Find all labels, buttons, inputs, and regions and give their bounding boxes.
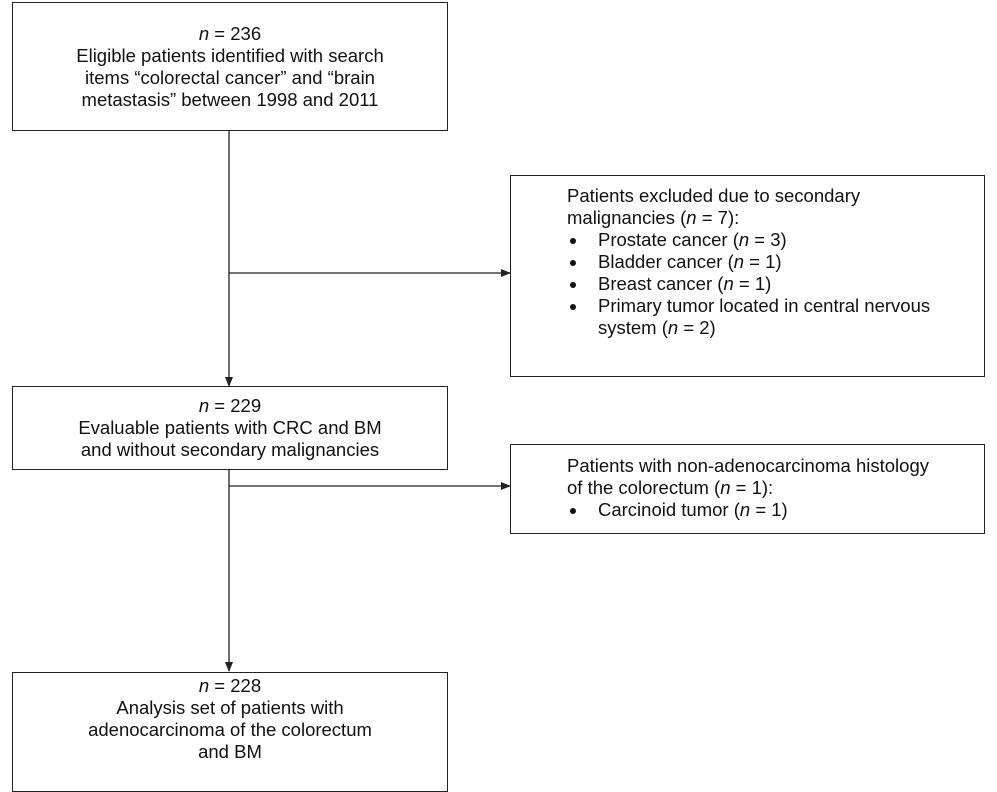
text-run: Carcinoid tumor ( [598, 499, 740, 520]
bullet-item: Breast cancer (n = 1) [567, 273, 973, 295]
bullet-item: Carcinoid tumor (n = 1) [567, 499, 973, 521]
box-text-line: Eligible patients identified with search [13, 45, 447, 67]
text-run: n [739, 499, 751, 520]
text-run: n [733, 251, 745, 272]
text-run: = 1) [744, 251, 782, 272]
text-run: = 7): [696, 207, 740, 228]
text-run: n [686, 207, 697, 228]
text-run: Analysis set of patients with [116, 697, 344, 718]
text-run: Eligible patients identified with search [76, 44, 384, 66]
box-text-line: Analysis set of patients with [13, 697, 447, 719]
heading-line: malignancies (n = 7): [567, 207, 976, 229]
box-text-line: items “colorectal cancer” and “brain [13, 67, 447, 89]
text-run: Evaluable patients with CRC and BM [78, 417, 382, 438]
text-run: malignancies ( [567, 207, 687, 228]
bullet-item: Prostate cancer (n = 3) [567, 229, 973, 251]
text-run: Patients excluded due to secondary [567, 185, 861, 206]
box-text-line: and without secondary malignancies [13, 439, 447, 461]
heading-line: Patients excluded due to secondary [567, 185, 976, 207]
box-text-line: Evaluable patients with CRC and BM [13, 417, 447, 439]
text-run: = 1): [730, 477, 774, 498]
bullet [570, 238, 576, 244]
text-run: = 2) [678, 317, 716, 338]
text-run: metastasis” between 1998 and 2011 [81, 88, 379, 110]
exclusion-box: Patients excluded due to secondary malign… [510, 175, 985, 377]
box-text-line: n = 228 [13, 675, 447, 697]
text-run: n [198, 395, 210, 416]
text-run: n [720, 477, 731, 498]
box-text-line: adenocarcinoma of the colorectum [13, 719, 447, 741]
process-box: n = 228 Analysis set of patients with aden… [12, 672, 448, 792]
bullet [570, 282, 576, 288]
text-run: n [738, 229, 750, 250]
text-run: of the colorectum ( [567, 477, 721, 498]
box-text-line: metastasis” between 1998 and 2011 [13, 89, 447, 111]
box-text-line: n = 229 [13, 395, 447, 417]
heading-line: of the colorectum (n = 1): [567, 477, 976, 499]
text-run: Breast cancer ( [598, 273, 724, 294]
bullet [570, 260, 576, 266]
heading-line: Patients with non-adenocarcinoma histolo… [567, 455, 976, 477]
text-run: and without secondary malignancies [80, 439, 380, 460]
text-run: Bladder cancer ( [598, 251, 734, 272]
text-run: Primary tumor located in central nervous… [598, 295, 931, 338]
text-run: Prostate cancer ( [598, 229, 739, 250]
text-run: = 1) [733, 273, 772, 294]
text-run: n [198, 22, 210, 44]
text-run: = 3) [749, 229, 787, 250]
text-run: = 1) [750, 499, 788, 520]
bullet [570, 304, 576, 310]
box-text-line: n = 236 [13, 23, 447, 45]
text-run: n [198, 675, 210, 696]
text-run: and BM [198, 741, 262, 762]
text-run: Patients with non-adenocarcinoma histolo… [567, 455, 929, 476]
exclusion-box: Patients with non-adenocarcinoma histolo… [510, 444, 985, 534]
text-run: adenocarcinoma of the colorectum [88, 719, 372, 740]
text-run: items “colorectal cancer” and “brain [85, 66, 375, 88]
text-run: n [667, 317, 679, 338]
process-box: n = 229 Evaluable patients with CRC and B… [12, 386, 448, 470]
bullet [570, 508, 576, 514]
text-run: = 236 [209, 22, 262, 44]
text-run: n [723, 273, 734, 294]
process-box: n = 236 Eligible patients identified with… [12, 2, 448, 131]
box-text-line: and BM [13, 741, 447, 763]
bullet-item: Primary tumor located in central nervous… [567, 295, 973, 339]
bullet-item: Bladder cancer (n = 1) [567, 251, 973, 273]
text-run: = 228 [209, 675, 262, 696]
text-run: = 229 [209, 395, 262, 416]
